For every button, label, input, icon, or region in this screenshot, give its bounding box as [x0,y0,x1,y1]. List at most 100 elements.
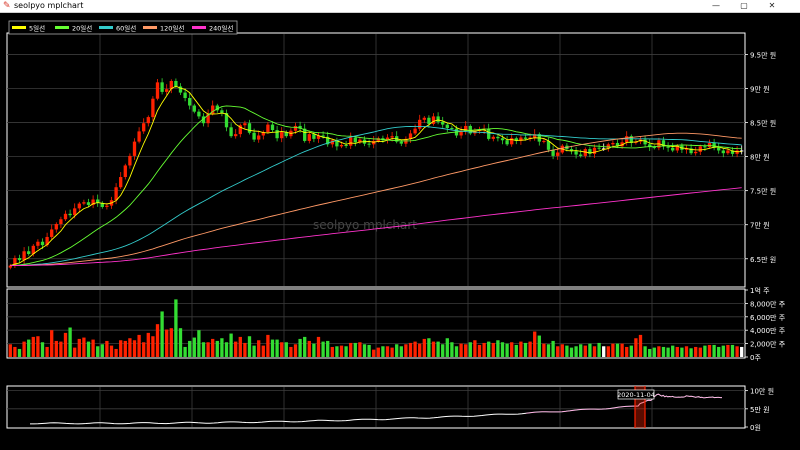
candle[interactable] [151,96,155,122]
candle[interactable] [464,120,468,135]
candle[interactable] [247,119,252,135]
candle[interactable] [569,145,574,155]
candle[interactable] [206,109,210,128]
candle[interactable] [155,79,160,101]
candle[interactable] [505,136,509,147]
volume-panel[interactable]: 0주 2,000만 주 4,000만 주 6,000만 주 8,000만 주 1억 주 [6,287,786,362]
candle[interactable] [335,137,339,151]
candle[interactable] [629,134,633,147]
candle[interactable] [671,142,675,153]
candle[interactable] [188,93,192,110]
candle[interactable] [491,135,495,142]
candle[interactable] [215,103,219,113]
candle[interactable] [546,137,551,153]
candle[interactable] [266,122,270,134]
candle[interactable] [316,132,321,143]
candle[interactable] [201,113,206,127]
candle[interactable] [436,112,440,125]
candle[interactable] [422,116,426,124]
candle[interactable] [666,142,670,152]
candle[interactable] [717,142,721,154]
candle[interactable] [445,122,449,132]
price-panel[interactable]: seolpyo mplchart 6.5만 원 7만 원 7.5만 원 8만 원 8.5… [6,20,776,288]
candle[interactable] [257,130,261,143]
candle[interactable] [238,123,242,138]
candle[interactable] [694,146,698,156]
candle[interactable] [270,121,275,133]
candle[interactable] [643,135,647,148]
candle[interactable] [100,201,104,209]
candle[interactable] [17,254,22,264]
candle[interactable] [169,79,173,94]
candle[interactable] [588,146,592,158]
candle[interactable] [220,107,224,117]
stock-chart[interactable]: seolpyo mplchart 6.5만 원 7만 원 7.5만 원 8만 원 8.5… [0,13,800,450]
candle[interactable] [390,132,394,142]
candle[interactable] [307,132,311,144]
candle[interactable] [142,118,146,134]
candle[interactable] [349,132,353,149]
candle[interactable] [496,134,500,142]
candle[interactable] [261,130,265,140]
candle[interactable] [468,124,472,136]
candle[interactable] [27,246,31,256]
candle[interactable] [146,115,150,127]
candle[interactable] [326,131,330,147]
candle[interactable] [284,130,288,138]
candle[interactable] [385,134,390,144]
candle[interactable] [8,263,12,270]
candle[interactable] [36,239,40,250]
candle[interactable] [597,143,601,151]
candle[interactable] [648,139,652,152]
candle[interactable] [68,209,72,218]
candle[interactable] [712,138,716,151]
minimize-button[interactable]: — [712,1,720,10]
candle[interactable] [59,216,63,228]
candle[interactable] [459,126,463,139]
candle[interactable] [82,199,86,206]
candle[interactable] [54,222,58,233]
slider-selection-range[interactable] [635,386,645,428]
candle[interactable] [583,147,587,159]
candle[interactable] [441,116,445,128]
candle[interactable] [330,138,334,148]
candle[interactable] [721,148,725,158]
candle[interactable] [211,100,215,116]
candle[interactable] [128,153,132,169]
slider-panel[interactable]: 0원 5만 원 10만 원 2020-11-04 [6,385,774,432]
candle[interactable] [137,127,141,144]
candle[interactable] [224,109,229,132]
candle[interactable] [96,194,100,207]
candle[interactable] [431,113,436,126]
candle[interactable] [178,83,183,96]
candle[interactable] [243,120,247,130]
candle[interactable] [165,84,169,96]
maximize-button[interactable]: ▢ [740,1,748,10]
candle[interactable] [275,125,279,142]
candle[interactable] [353,135,357,147]
candle[interactable] [620,138,624,149]
candle[interactable] [192,103,196,114]
candle[interactable] [740,145,744,155]
close-button[interactable]: ✕ [768,1,776,10]
candle[interactable] [229,123,233,138]
candle[interactable] [427,115,431,128]
candle[interactable] [358,137,362,144]
candle[interactable] [574,146,578,159]
candle[interactable] [22,247,26,265]
candle[interactable] [418,114,422,132]
candle[interactable] [132,138,137,160]
candle[interactable] [119,172,123,189]
candle[interactable] [280,127,284,143]
candle[interactable] [542,138,546,144]
candle[interactable] [183,88,187,102]
candle[interactable] [234,129,238,139]
candle[interactable] [160,78,164,95]
candle[interactable] [684,145,689,154]
candle[interactable] [197,109,201,119]
candle[interactable] [50,224,54,240]
candle[interactable] [293,122,298,134]
candle[interactable] [652,145,656,150]
candle[interactable] [707,139,712,149]
candle[interactable] [367,139,371,148]
